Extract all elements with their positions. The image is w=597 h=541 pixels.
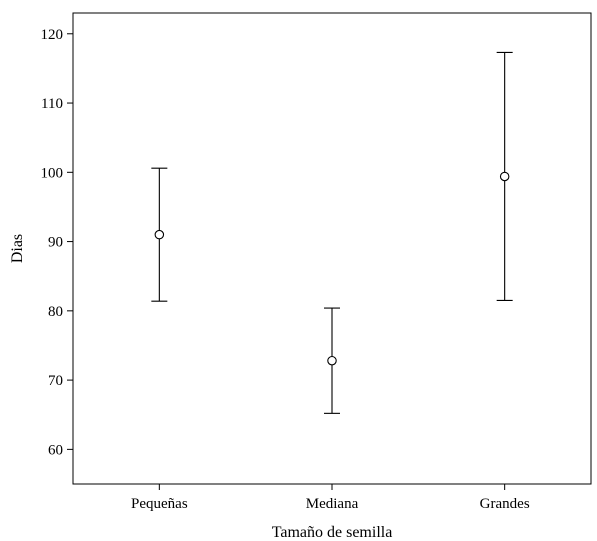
x-tick-label: Grandes bbox=[480, 496, 530, 512]
error-bar bbox=[496, 51, 513, 301]
error-bars bbox=[151, 51, 513, 414]
error-bar bbox=[324, 307, 340, 414]
y-tick-label: 100 bbox=[41, 165, 64, 181]
y-axis: 60 70 80 90 100 110 120 bbox=[41, 27, 73, 458]
mean-point bbox=[154, 229, 165, 240]
y-tick-label: 70 bbox=[48, 373, 63, 389]
y-tick-label: 90 bbox=[48, 235, 63, 251]
x-tick-label: Pequeñas bbox=[131, 496, 188, 512]
error-bar bbox=[151, 167, 168, 302]
y-axis-title: Dias bbox=[9, 234, 26, 263]
y-tick-label: 120 bbox=[41, 27, 64, 43]
mean-point bbox=[499, 171, 510, 182]
y-tick-label: 80 bbox=[48, 304, 63, 320]
y-tick-label: 60 bbox=[48, 442, 63, 458]
x-axis: Pequeñas Mediana Grandes bbox=[131, 484, 530, 512]
x-axis-title: Tamaño de semilla bbox=[272, 524, 393, 541]
x-tick-label: Mediana bbox=[306, 496, 359, 512]
mean-point bbox=[327, 355, 337, 366]
y-tick-label: 110 bbox=[41, 96, 63, 112]
